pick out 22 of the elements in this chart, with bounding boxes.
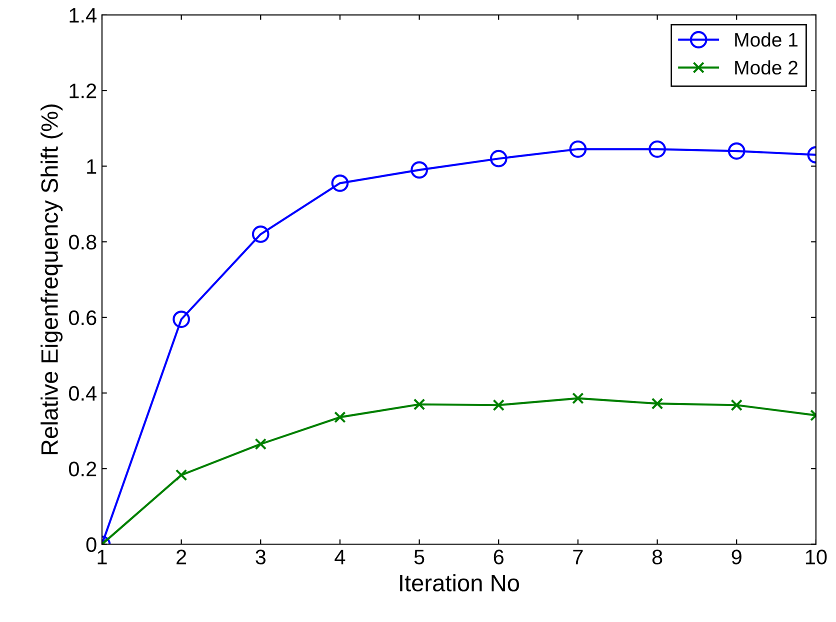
x-tick-label: 7 <box>573 550 583 564</box>
x-tick-label: 2 <box>176 550 186 564</box>
y-tick-label: 0.8 <box>68 234 96 250</box>
y-axis-title: Relative Eigenfrequency Shift (%) <box>40 104 63 454</box>
x-tick-label: 6 <box>494 550 504 564</box>
y-tick-label: 0.2 <box>68 462 96 476</box>
x-tick-label: 4 <box>334 550 346 564</box>
y-tick-label: 1.2 <box>70 84 96 98</box>
y-tick-label: 0.4 <box>68 386 97 401</box>
legend-label: Mode 1 <box>735 32 798 47</box>
y-tick-label: 0.6 <box>68 310 96 326</box>
y-tick-label: 1 <box>87 159 96 174</box>
x-tick-label: 1 <box>98 550 107 564</box>
x-tick-label: 8 <box>652 550 662 564</box>
x-tick-label: 10 <box>806 550 827 564</box>
legend-label: Mode 2 <box>735 60 798 75</box>
x-tick-label: 9 <box>732 550 742 564</box>
x-tick-label: 5 <box>414 550 424 564</box>
x-tick-label: 3 <box>256 550 266 564</box>
x-axis-title: Iteration No <box>400 574 520 592</box>
y-tick-label: 1.4 <box>70 8 97 22</box>
y-tick-label: 0 <box>86 537 96 552</box>
